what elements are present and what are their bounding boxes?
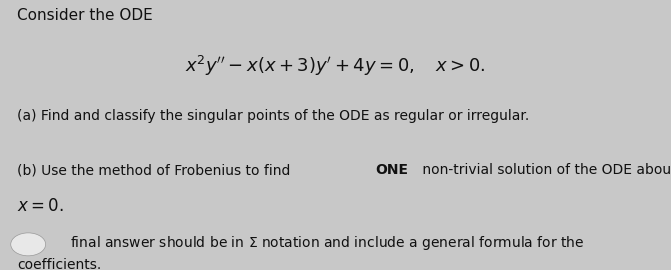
Text: $x^2y'' - x(x+3)y' + 4y = 0, \quad x > 0.$: $x^2y'' - x(x+3)y' + 4y = 0, \quad x > 0…	[185, 54, 486, 78]
Ellipse shape	[11, 233, 46, 256]
Text: ONE: ONE	[375, 163, 408, 177]
Text: final answer should be in $\Sigma$ notation and include a general formula for th: final answer should be in $\Sigma$ notat…	[70, 234, 585, 252]
Text: (a) Find and classify the singular points of the ODE as regular or irregular.: (a) Find and classify the singular point…	[17, 109, 529, 123]
Text: coefficients.: coefficients.	[17, 258, 101, 270]
Text: non-trivial solution of the ODE about: non-trivial solution of the ODE about	[418, 163, 671, 177]
Text: Consider the ODE: Consider the ODE	[17, 8, 152, 23]
Text: $x = 0.$: $x = 0.$	[17, 197, 64, 215]
Text: (b) Use the method of Frobenius to find: (b) Use the method of Frobenius to find	[17, 163, 295, 177]
